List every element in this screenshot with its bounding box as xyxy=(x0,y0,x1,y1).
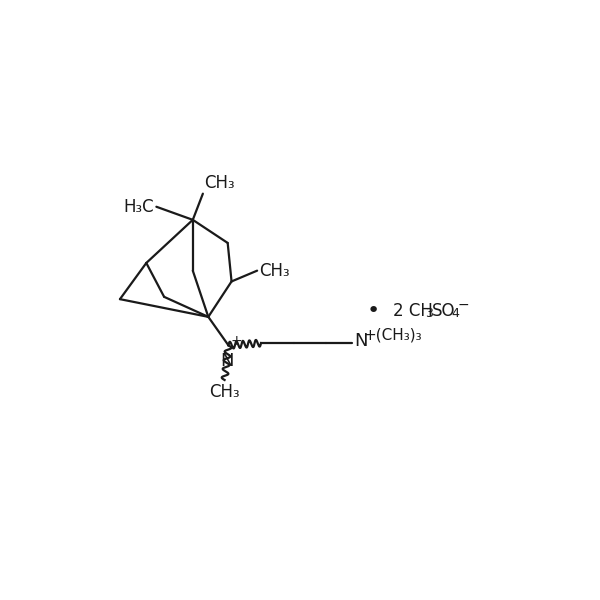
Text: 4: 4 xyxy=(452,307,460,320)
Text: +: + xyxy=(230,334,242,348)
Text: H₃C: H₃C xyxy=(124,198,154,216)
Text: 2 CH: 2 CH xyxy=(393,302,433,320)
Text: N: N xyxy=(354,332,367,350)
Text: CH₃: CH₃ xyxy=(259,262,290,280)
Text: CH₃: CH₃ xyxy=(205,174,235,192)
Text: •: • xyxy=(367,301,380,320)
Text: +(CH₃)₃: +(CH₃)₃ xyxy=(364,328,422,343)
Text: N: N xyxy=(220,352,233,370)
Text: 3: 3 xyxy=(425,307,433,320)
Text: −: − xyxy=(458,298,469,311)
Text: SO: SO xyxy=(431,302,455,320)
Text: CH₃: CH₃ xyxy=(209,383,240,401)
